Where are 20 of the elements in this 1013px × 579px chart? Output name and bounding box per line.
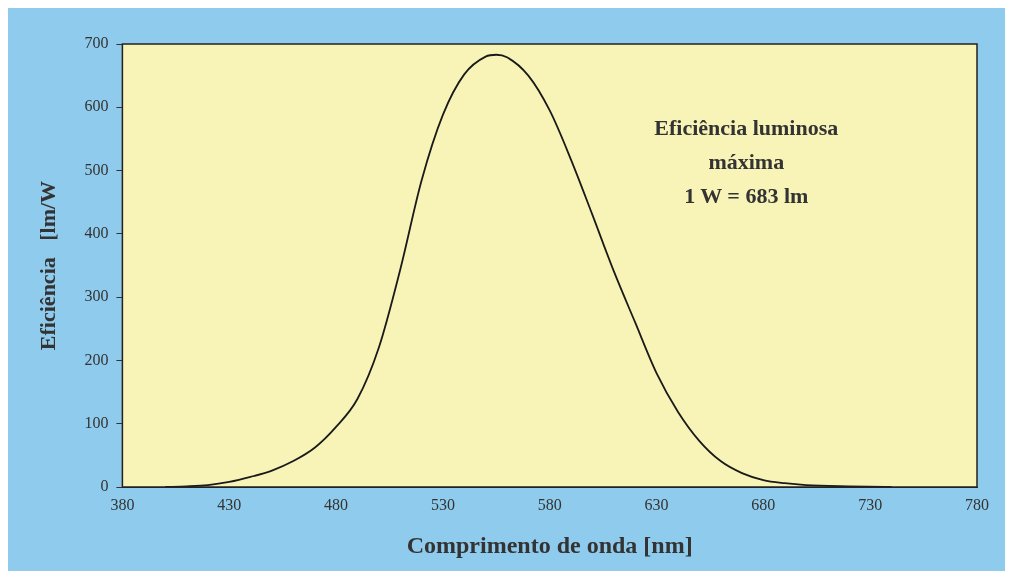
y-tick-label: 600: [84, 97, 109, 115]
x-tick-label: 630: [644, 495, 669, 513]
y-tick-label: 300: [84, 287, 109, 305]
x-tick-label: 430: [217, 495, 242, 513]
annotation: Eficiência luminosa máxima 1 W = 683 lm: [654, 114, 839, 208]
y-tick-label: 700: [84, 34, 109, 52]
x-tick-label: 380: [110, 495, 135, 513]
y-tick-label: 400: [84, 224, 109, 242]
x-tick-label: 480: [324, 495, 349, 513]
y-tick-label: 0: [100, 477, 109, 495]
x-tick-label: 530: [430, 495, 455, 513]
x-tick-label: 730: [858, 495, 883, 513]
y-axis-title: Eficiência [lm/W: [34, 180, 60, 351]
y-tick-label: 500: [84, 160, 109, 178]
x-tick-label: 780: [965, 495, 989, 513]
x-axis-title: Comprimento de onda [nm]: [406, 531, 693, 558]
y-tick-label: 200: [84, 350, 109, 368]
x-tick-label: 580: [537, 495, 562, 513]
x-tick-label: 680: [751, 495, 776, 513]
y-tick-label: 100: [84, 413, 109, 431]
